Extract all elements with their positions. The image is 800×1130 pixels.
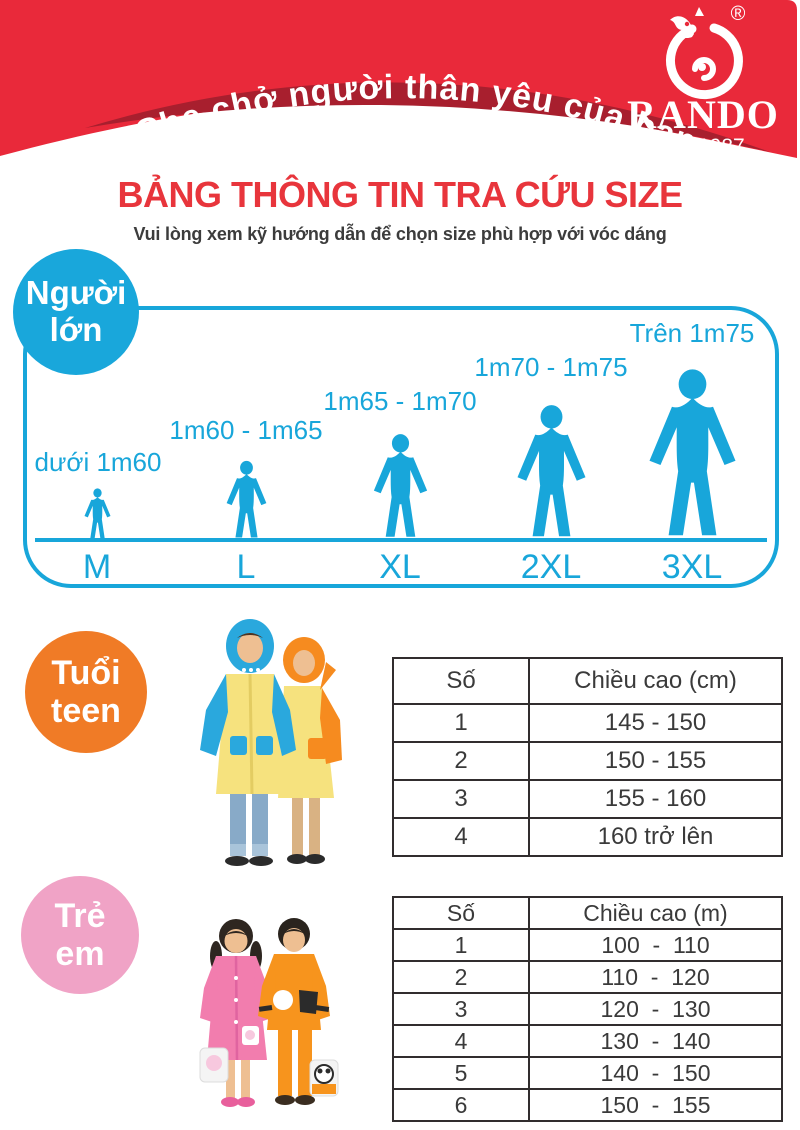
teen-row4-num: 4 bbox=[392, 817, 530, 857]
teen-row1-height: 145 - 150 bbox=[528, 703, 783, 743]
kids-badge: Trẻ em bbox=[21, 876, 139, 994]
teen-badge-line2: teen bbox=[51, 692, 121, 730]
adult-height-label-3xl: Trên 1m75 bbox=[629, 318, 755, 348]
adult-baseline bbox=[35, 538, 767, 542]
teen-boy bbox=[200, 619, 296, 866]
teen-badge: Tuổi teen bbox=[25, 631, 147, 753]
person-figure-3xl bbox=[635, 368, 750, 540]
teen-row4-height: 160 trở lên bbox=[528, 817, 783, 857]
table-header-row: Số Chiều cao (cm) bbox=[392, 657, 783, 705]
kids-row1-num: 1 bbox=[392, 928, 530, 962]
teen-col-num-header: Số bbox=[392, 657, 530, 705]
person-figure-m bbox=[80, 488, 115, 540]
kids-badge-line2: em bbox=[55, 935, 105, 973]
registered-mark: ® bbox=[731, 3, 746, 25]
kids-row2-num: 2 bbox=[392, 960, 530, 994]
kids-row3-num: 3 bbox=[392, 992, 530, 1026]
person-figure-xl bbox=[365, 433, 436, 540]
kids-row4-height: 130 - 140 bbox=[528, 1024, 783, 1058]
adult-badge: Người lớn bbox=[13, 249, 139, 375]
adult-height-label-2xl: 1m70 - 1m75 bbox=[474, 352, 628, 382]
teen-col-height-header: Chiều cao (cm) bbox=[528, 657, 783, 705]
since-label: Since bbox=[661, 140, 694, 155]
header-tagline: Che chở người thân yêu của bạn bbox=[130, 68, 702, 162]
banner-dark-arc bbox=[85, 82, 770, 152]
brand-name: RANDO bbox=[627, 92, 779, 137]
teen-row3-height: 155 - 160 bbox=[528, 779, 783, 819]
person-figure-l bbox=[220, 460, 273, 540]
kids-row6-num: 6 bbox=[392, 1088, 530, 1122]
person-figure-2xl bbox=[506, 404, 597, 540]
adult-size-panel bbox=[23, 306, 779, 588]
table-row: 1 145 - 150 bbox=[392, 703, 783, 743]
kids-row3-height: 120 - 130 bbox=[528, 992, 783, 1026]
teen-row1-num: 1 bbox=[392, 703, 530, 743]
kids-size-table: Số Chiều cao (m) 1 100 - 110 2 110 - 120… bbox=[392, 896, 783, 1122]
page-subtitle: Vui lòng xem kỹ hướng dẫn để chọn size p… bbox=[133, 224, 667, 244]
adult-height-label-l: 1m60 - 1m65 bbox=[169, 415, 323, 445]
banner-red-shape bbox=[0, 0, 797, 166]
table-row: 1 100 - 110 bbox=[392, 928, 783, 962]
teen-badge-line1: Tuổi bbox=[51, 653, 121, 692]
kid-boy bbox=[258, 918, 339, 1105]
table-row: 4 160 trở lên bbox=[392, 817, 783, 857]
teen-row3-num: 3 bbox=[392, 779, 530, 819]
table-row: 5 140 - 150 bbox=[392, 1056, 783, 1090]
table-row: 4 130 - 140 bbox=[392, 1024, 783, 1058]
header-banner: Che chở người thân yêu của bạn ® RANDO S… bbox=[0, 0, 797, 200]
adult-size-xl: XL bbox=[379, 548, 421, 586]
seahorse-icon bbox=[666, 7, 743, 100]
kids-row5-num: 5 bbox=[392, 1056, 530, 1090]
table-header-row: Số Chiều cao (m) bbox=[392, 896, 783, 930]
rando-logo: ® RANDO Since 1987 bbox=[627, 3, 779, 158]
kids-row5-height: 140 - 150 bbox=[528, 1056, 783, 1090]
kids-row6-height: 150 - 155 bbox=[528, 1088, 783, 1122]
adult-size-2xl: 2XL bbox=[520, 548, 582, 586]
adult-size-l: L bbox=[236, 548, 256, 586]
teen-photo bbox=[200, 619, 342, 866]
adult-height-label-m: dưới 1m60 bbox=[34, 447, 162, 477]
kid-girl bbox=[199, 919, 272, 1107]
adult-height-label-xl: 1m65 - 1m70 bbox=[323, 386, 477, 416]
adult-badge-line1: Người bbox=[25, 274, 127, 312]
teen-size-table: Số Chiều cao (cm) 1 145 - 150 2 150 - 15… bbox=[392, 657, 783, 857]
kids-row2-height: 110 - 120 bbox=[528, 960, 783, 994]
table-row: 2 110 - 120 bbox=[392, 960, 783, 994]
table-row: 3 120 - 130 bbox=[392, 992, 783, 1026]
adult-size-3xl: 3XL bbox=[661, 548, 723, 586]
table-row: 3 155 - 160 bbox=[392, 779, 783, 819]
table-row: 2 150 - 155 bbox=[392, 741, 783, 781]
kids-row1-height: 100 - 110 bbox=[528, 928, 783, 962]
adult-size-m: M bbox=[82, 548, 112, 586]
page-title: BẢNG THÔNG TIN TRA CỨU SIZE bbox=[117, 174, 683, 215]
since-year: 1987 bbox=[698, 135, 745, 158]
adult-badge-line2: lớn bbox=[49, 311, 103, 348]
teen-row2-height: 150 - 155 bbox=[528, 741, 783, 781]
kids-col-height-header: Chiều cao (m) bbox=[528, 896, 783, 930]
kids-photo bbox=[199, 918, 339, 1107]
teen-girl bbox=[278, 637, 342, 864]
teen-row2-num: 2 bbox=[392, 741, 530, 781]
kids-row4-num: 4 bbox=[392, 1024, 530, 1058]
kids-col-num-header: Số bbox=[392, 896, 530, 930]
table-row: 6 150 - 155 bbox=[392, 1088, 783, 1122]
kids-badge-line1: Trẻ bbox=[54, 896, 106, 935]
